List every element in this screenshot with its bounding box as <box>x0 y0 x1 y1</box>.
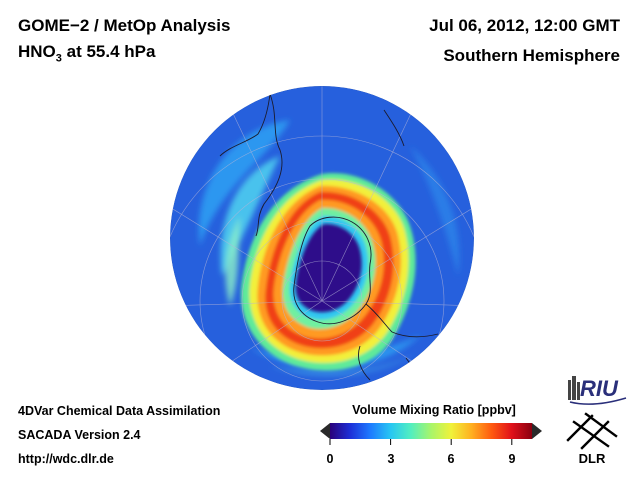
title-species: HNO <box>18 42 56 61</box>
footer-line1: 4DVar Chemical Data Assimilation <box>18 404 221 418</box>
colorbar-tick-label: 3 <box>387 452 395 466</box>
vortex-core <box>295 223 362 313</box>
title-level: at 55.4 hPa <box>61 42 156 61</box>
riu-logo-text: RIU <box>580 376 619 401</box>
datetime-label: Jul 06, 2012, 12:00 GMT <box>429 16 620 35</box>
riu-logo: RIU <box>568 376 627 405</box>
colorbar-left-arrow <box>320 423 330 439</box>
colorbar-tick-label: 6 <box>447 452 455 466</box>
globe <box>170 86 474 390</box>
dlr-logo-text: DLR <box>579 451 606 466</box>
africa-coast <box>383 109 405 147</box>
colorbar-gradient <box>330 423 532 439</box>
colorbar <box>320 423 542 445</box>
region-label: Southern Hemisphere <box>443 46 620 65</box>
south-america-coast <box>255 93 283 237</box>
footer-url[interactable]: http://wdc.dlr.de <box>18 452 114 466</box>
colorbar-tick-label: 0 <box>326 452 334 466</box>
colorbar-title: Volume Mixing Ratio [ppbv] <box>352 403 516 417</box>
colorbar-right-arrow <box>532 423 542 439</box>
new-zealand-coast <box>358 345 371 381</box>
title-subscript: 3 <box>55 52 62 65</box>
dlr-logo: DLR <box>566 412 618 466</box>
polar-map <box>170 86 474 390</box>
footer-line2: SACADA Version 2.4 <box>18 428 141 442</box>
title-line1: GOME−2 / MetOp Analysis <box>18 16 231 35</box>
title-line2: HNO3 at 55.4 hPa <box>18 42 155 64</box>
colorbar-tick-label: 9 <box>508 452 516 466</box>
